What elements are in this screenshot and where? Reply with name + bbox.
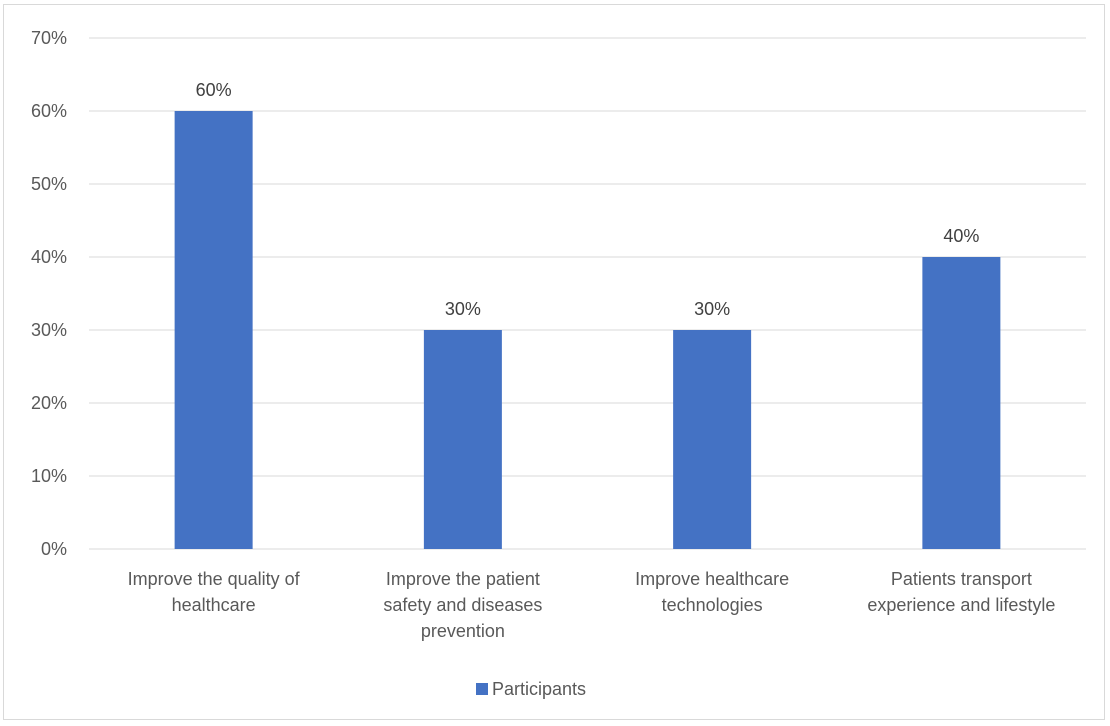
bar-3 xyxy=(673,330,752,549)
legend-label-participants: Participants xyxy=(492,679,586,699)
y-tick-label: 20% xyxy=(31,393,67,413)
x-category-label-4: experience and lifestyle xyxy=(867,595,1055,615)
x-category-label-2: safety and diseases xyxy=(383,595,542,615)
y-tick-label: 30% xyxy=(31,320,67,340)
legend: Participants xyxy=(476,679,586,699)
x-category-label-1: healthcare xyxy=(172,595,256,615)
x-category-label-2: prevention xyxy=(421,621,505,641)
data-label-1: 60% xyxy=(196,80,232,100)
bar-chart: 0% 10% 20% 30% 40% 50% 60% 70% 60% 30% 30% 40% Imp… xyxy=(31,28,1086,699)
x-category-label-4: Patients transport xyxy=(891,569,1032,589)
y-tick-label: 70% xyxy=(31,28,67,48)
bar-4 xyxy=(922,257,1001,549)
x-category-label-1: Improve the quality of xyxy=(128,569,301,589)
y-tick-label: 40% xyxy=(31,247,67,267)
x-axis-category-labels: Improve the quality of healthcare Improve … xyxy=(128,569,1056,641)
y-tick-label: 0% xyxy=(41,539,67,559)
bar-1 xyxy=(174,111,253,549)
data-label-2: 30% xyxy=(445,299,481,319)
x-category-label-2: Improve the patient xyxy=(386,569,540,589)
y-axis-tick-labels: 0% 10% 20% 30% 40% 50% 60% 70% xyxy=(31,28,67,559)
data-label-4: 40% xyxy=(943,226,979,246)
y-tick-label: 60% xyxy=(31,101,67,121)
x-category-label-3: technologies xyxy=(662,595,763,615)
y-tick-label: 50% xyxy=(31,174,67,194)
data-labels: 60% 30% 30% 40% xyxy=(196,80,980,319)
gridlines xyxy=(89,37,1086,550)
bar-2 xyxy=(423,330,502,549)
x-category-label-3: Improve healthcare xyxy=(635,569,789,589)
y-tick-label: 10% xyxy=(31,466,67,486)
legend-swatch-participants xyxy=(476,683,488,695)
bars xyxy=(174,111,1001,549)
chart-frame: 0% 10% 20% 30% 40% 50% 60% 70% 60% 30% 30% 40% Imp… xyxy=(3,4,1105,720)
data-label-3: 30% xyxy=(694,299,730,319)
